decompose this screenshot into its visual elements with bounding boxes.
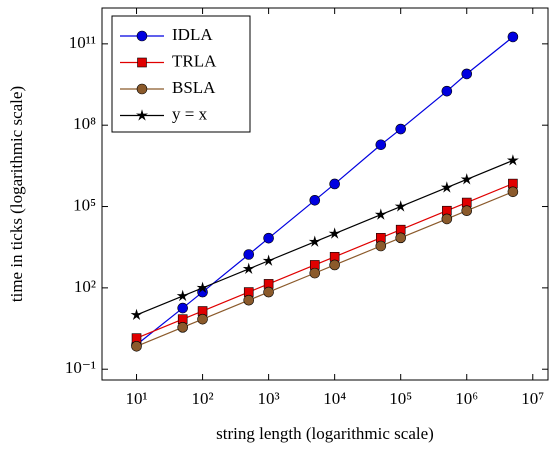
marker (177, 322, 188, 333)
marker (374, 208, 387, 220)
marker (507, 186, 519, 198)
marker (394, 200, 407, 212)
y-tick-label: 10⁵ (73, 195, 96, 214)
marker (130, 308, 143, 321)
x-tick-label: 10⁵ (389, 389, 412, 408)
marker (460, 173, 473, 185)
marker (440, 181, 453, 193)
marker (395, 123, 406, 135)
legend-label: IDLA (172, 25, 213, 44)
x-axis-label: string length (logarithmic scale) (216, 424, 434, 443)
marker (441, 213, 453, 225)
marker (176, 289, 189, 302)
marker (196, 281, 209, 293)
marker (131, 340, 142, 352)
legend-label: TRLA (172, 51, 217, 70)
marker (461, 68, 473, 80)
legend-label: BSLA (172, 78, 216, 97)
marker (309, 267, 321, 279)
x-tick-label: 10² (192, 389, 214, 408)
marker (441, 85, 453, 97)
marker (309, 194, 321, 206)
marker (395, 232, 406, 244)
marker (375, 240, 387, 252)
marker (263, 232, 274, 244)
y-tick-label: 10⁸ (73, 114, 96, 133)
marker (461, 205, 473, 217)
marker (506, 154, 519, 166)
marker (136, 30, 148, 42)
marker (243, 249, 255, 260)
x-tick-label: 10⁴ (323, 389, 346, 408)
marker (507, 31, 519, 43)
marker (308, 235, 321, 247)
marker (136, 83, 148, 95)
y-tick-label: 10⁻¹ (65, 358, 96, 377)
x-tick-label: 10⁶ (455, 389, 478, 408)
marker (177, 302, 188, 314)
y-tick-label: 10¹¹ (69, 33, 96, 52)
x-tick-label: 10⁷ (521, 389, 544, 408)
legend-label: y = x (172, 104, 208, 123)
y-tick-label: 10² (74, 277, 96, 296)
plot-frame (101, 7, 549, 381)
marker (329, 259, 340, 271)
marker (329, 178, 340, 190)
series-line (136, 159, 514, 316)
y-axis-label: time in ticks (logarithmic scale) (7, 86, 26, 302)
marker (262, 254, 275, 266)
marker (137, 57, 147, 68)
marker (263, 286, 274, 298)
x-tick-label: 10³ (258, 389, 280, 408)
marker (197, 313, 208, 325)
marker (243, 294, 255, 306)
series-line (136, 191, 514, 347)
legend-box (111, 15, 251, 133)
marker (328, 227, 341, 239)
marker (242, 262, 255, 274)
x-tick-label: 10¹ (125, 389, 147, 408)
marker (375, 139, 387, 151)
series-line (136, 183, 514, 339)
marker (136, 109, 148, 121)
